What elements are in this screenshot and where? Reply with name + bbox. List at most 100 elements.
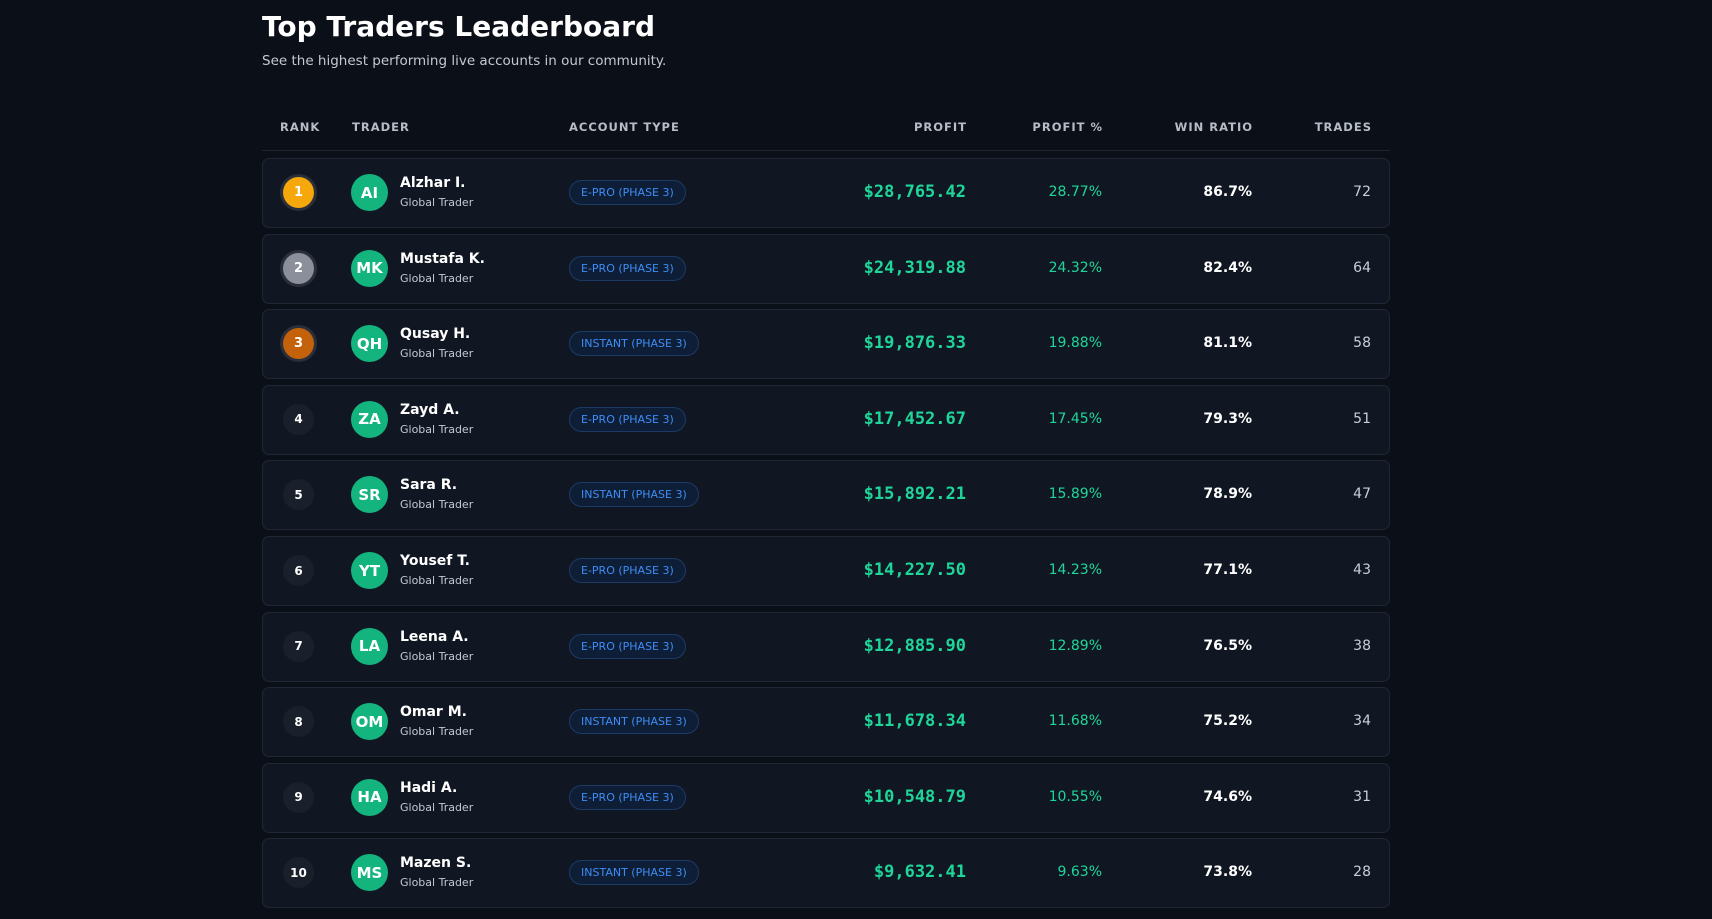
- column-header: PROFIT: [913, 120, 967, 134]
- win-ratio: 76.5%: [1203, 637, 1252, 654]
- profit-pct: 12.89%: [1048, 637, 1102, 654]
- trader-subtitle: Global Trader: [400, 876, 474, 890]
- profit: $14,227.50: [863, 560, 966, 580]
- trades: 31: [1353, 788, 1371, 805]
- profit: $11,678.34: [863, 711, 966, 732]
- account-badge: INSTANT (PHASE 3): [569, 331, 699, 357]
- trader-subtitle: Global Trader: [400, 347, 474, 361]
- table-row: 6 YT Yousef T. Global Trader E-PRO (PHASE 3)…: [262, 536, 1390, 606]
- profit-pct: 17.45%: [1048, 410, 1102, 427]
- win-ratio: 74.6%: [1203, 788, 1252, 805]
- trader-subtitle: Global Trader: [400, 271, 474, 285]
- trader-name: Mazen S.: [400, 855, 472, 872]
- profit-pct: 11.68%: [1048, 713, 1102, 730]
- rank-badge: 9: [283, 781, 314, 813]
- avatar: ZA: [351, 400, 388, 438]
- account-badge: INSTANT (PHASE 3): [569, 482, 699, 508]
- page-subtitle: See the highest performing live accounts…: [262, 53, 667, 69]
- profit-pct: 24.32%: [1048, 259, 1102, 276]
- avatar: MS: [351, 854, 388, 892]
- table-row: 10 MS Mazen S. Global Trader INSTANT (PHASE …: [262, 838, 1390, 909]
- profit: $10,548.79: [863, 786, 966, 807]
- rank-badge: 6: [283, 555, 314, 586]
- trades: 47: [1353, 486, 1371, 503]
- win-ratio: 78.9%: [1203, 486, 1252, 503]
- profit-pct: 15.89%: [1048, 486, 1102, 503]
- trades: 43: [1353, 562, 1371, 578]
- rank-badge: 1: [283, 177, 314, 208]
- trades: 34: [1353, 713, 1371, 730]
- avatar: SR: [351, 476, 388, 514]
- table-row: 4 ZA Zayd A. Global Trader E-PRO (PHASE 3) $1…: [262, 384, 1390, 455]
- trader-name: Omar M.: [400, 704, 467, 721]
- account-badge: E-PRO (PHASE 3): [569, 180, 686, 205]
- account-badge: E-PRO (PHASE 3): [569, 558, 686, 583]
- column-header: ACCOUNT TYPE: [569, 120, 680, 134]
- win-ratio: 75.2%: [1203, 713, 1252, 730]
- column-header: TRADES: [1314, 120, 1372, 134]
- rank-badge: 7: [283, 630, 314, 662]
- page-title: Top Traders Leaderboard: [262, 10, 655, 43]
- win-ratio: 86.7%: [1203, 184, 1252, 200]
- profit: $19,876.33: [863, 333, 966, 354]
- avatar: QH: [351, 325, 388, 363]
- column-header: RANK: [280, 120, 321, 134]
- profit: $24,319.88: [863, 257, 966, 278]
- table-row: 3 QH Qusay H. Global Trader INSTANT (PHASE 3…: [262, 309, 1390, 380]
- trades: 38: [1353, 637, 1371, 654]
- rank-badge: 4: [283, 403, 314, 435]
- trader-subtitle: Global Trader: [400, 725, 474, 739]
- rank-badge: 3: [283, 328, 314, 360]
- trades: 58: [1353, 335, 1371, 352]
- column-header: TRADER: [352, 120, 410, 134]
- win-ratio: 82.4%: [1203, 259, 1252, 276]
- account-badge: E-PRO (PHASE 3): [569, 784, 686, 810]
- profit-pct: 10.55%: [1048, 788, 1102, 805]
- trades: 51: [1353, 410, 1371, 427]
- account-badge: E-PRO (PHASE 3): [569, 633, 686, 659]
- avatar: YT: [351, 552, 388, 589]
- profit-pct: 14.23%: [1048, 562, 1102, 578]
- trades: 64: [1353, 259, 1371, 276]
- trader-subtitle: Global Trader: [400, 196, 474, 209]
- trades: 72: [1353, 184, 1371, 200]
- table-row: 7 LA Leena A. Global Trader E-PRO (PHASE 3) $…: [262, 611, 1390, 682]
- account-badge: INSTANT (PHASE 3): [569, 709, 699, 735]
- rank-badge: 2: [283, 252, 314, 284]
- account-badge: E-PRO (PHASE 3): [569, 255, 686, 281]
- avatar: LA: [351, 627, 388, 665]
- trader-name: Zayd A.: [400, 401, 460, 418]
- trader-name: Qusay H.: [400, 326, 471, 343]
- profit: $17,452.67: [863, 408, 966, 429]
- account-badge: INSTANT (PHASE 3): [569, 860, 699, 886]
- trader-subtitle: Global Trader: [400, 498, 474, 512]
- trader-name: Hadi A.: [400, 779, 458, 796]
- trader-subtitle: Global Trader: [400, 574, 474, 587]
- trader-name: Sara R.: [400, 477, 458, 494]
- trader-name: Leena A.: [400, 628, 469, 645]
- avatar: HA: [351, 778, 388, 816]
- column-header: PROFIT %: [1032, 120, 1103, 134]
- trader-name: Yousef T.: [400, 553, 470, 569]
- rank-badge: 8: [283, 706, 314, 738]
- profit: $15,892.21: [863, 484, 966, 505]
- trader-subtitle: Global Trader: [400, 800, 474, 814]
- trader-name: Alzhar I.: [400, 175, 466, 191]
- profit-pct: 19.88%: [1048, 335, 1102, 352]
- table-row: 5 SR Sara R. Global Trader INSTANT (PHASE 3)…: [262, 460, 1390, 531]
- table-row: 1 AI Alzhar I. Global Trader E-PRO (PHASE 3)…: [262, 158, 1390, 228]
- avatar: OM: [351, 703, 388, 741]
- win-ratio: 77.1%: [1203, 562, 1252, 578]
- win-ratio: 79.3%: [1203, 410, 1252, 427]
- avatar: AI: [351, 174, 388, 211]
- table-row: 2 MK Mustafa K. Global Trader E-PRO (PHASE 3…: [262, 233, 1390, 304]
- table-row: 9 HA Hadi A. Global Trader E-PRO (PHASE 3) $1…: [262, 762, 1390, 833]
- trader-subtitle: Global Trader: [400, 649, 474, 663]
- account-badge: E-PRO (PHASE 3): [569, 406, 686, 432]
- table-row: 8 OM Omar M. Global Trader INSTANT (PHASE 3)…: [262, 687, 1390, 758]
- header-divider: [262, 150, 1390, 151]
- rank-badge: 5: [283, 479, 314, 511]
- win-ratio: 81.1%: [1203, 335, 1252, 352]
- profit-pct: 9.63%: [1057, 864, 1102, 881]
